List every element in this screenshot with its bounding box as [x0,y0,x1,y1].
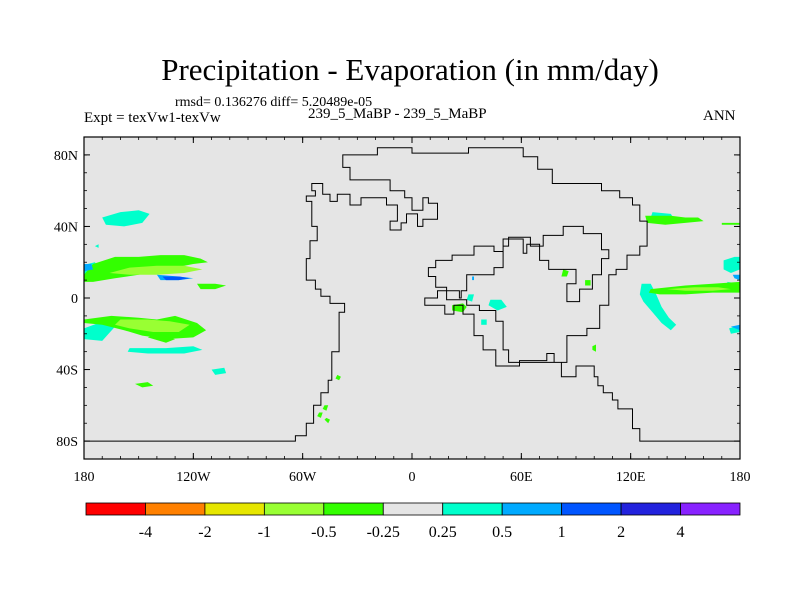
x-tick-label: 120E [616,470,646,485]
y-tick-label: 40S [56,364,78,379]
contour-region-3-2 [732,274,740,281]
colorbar-swatch-0 [85,502,146,516]
contour-region-4-0 [162,276,190,281]
contour-region-0-6 [488,299,507,311]
colorbar: -4 -2 -1 -0.5 -0.25 0.25 0.5 1 2 4 [85,502,741,541]
contour-region-1-12 [317,412,323,418]
season-label: ANN [703,108,736,124]
colorbar-label: 4 [677,524,685,541]
contour-region-0-10 [723,256,740,273]
contour-region-1-11 [324,417,330,424]
x-tick-label: 120W [176,470,211,485]
contour-region-2-2 [667,287,731,291]
contour-region-1-15 [592,344,596,352]
stats-label: rmsd= 0.136276 diff= 5.20489e-05 [175,95,373,110]
colorbar-swatch-1 [145,502,206,516]
contour-region-1-10 [335,374,341,381]
colorbar-swatch-10 [680,502,741,516]
contour-region-1-8 [585,280,591,286]
axis-ticks: 180 120W 60W 0 60E 120E 180 80N 40N 0 40S 80S [54,136,751,485]
contour-region-1-2 [147,333,176,343]
contour-region-3-3 [730,324,740,331]
colorbar-swatch-7 [501,502,563,516]
colorbar-label: 1 [558,524,566,541]
colorbar-swatch-2 [204,502,265,516]
colorbar-swatch-5 [382,502,444,516]
case-label: 239_5_MaBP - 239_5_MaBP [308,106,487,122]
colorbar-swatch-8 [561,502,622,516]
contour-region-1-7 [561,269,569,277]
y-tick-label: 0 [71,292,78,307]
contour-region-2-0 [109,265,203,275]
colorbar-label: 0.5 [492,524,512,541]
contour-region-0-5 [94,244,99,248]
contour-region-0-9 [639,283,677,331]
contour-region-1-5 [645,215,704,225]
y-tick-label: 80S [56,435,78,450]
colorbar-label: 0.25 [429,524,457,541]
contour-region-0-2 [84,323,115,341]
x-tick-label: 180 [74,470,95,485]
contour-region-1-13 [322,405,329,411]
colorbar-label: -4 [139,524,152,541]
colorbar-swatch-3 [263,502,325,516]
colorbar-label: 2 [617,524,625,541]
coastlines [84,147,740,442]
x-tick-label: 0 [409,470,416,485]
chart-title: Precipitation - Evaporation (in mm/day) [161,52,659,87]
colorbar-swatch-4 [323,502,384,516]
coastline-0 [84,147,740,442]
colorbar-label: -0.25 [367,524,400,541]
contour-region-0-4 [211,367,227,375]
contour-region-1-14 [135,382,154,388]
contour-region-2-1 [115,319,190,332]
contour-region-3-4 [472,276,474,281]
experiment-label: Expt = texVw1-texVw [84,110,221,126]
colorbar-label: -0.5 [311,524,336,541]
contour-fills [84,210,740,424]
x-tick-label: 60E [510,470,533,485]
contour-region-0-8 [481,319,487,325]
contour-region-0-3 [127,346,203,354]
y-tick-label: 40N [54,220,78,235]
x-tick-label: 180 [730,470,751,485]
colorbar-swatch-9 [620,502,681,516]
contour-region-0-7 [466,294,474,302]
colorbar-label: -1 [258,524,271,541]
contour-region-0-0 [102,210,150,227]
x-tick-label: 60W [289,470,317,485]
colorbar-label: -2 [198,524,211,541]
plot-area [84,137,740,459]
contour-region-3-0 [84,264,94,272]
y-tick-label: 80N [54,149,78,164]
contour-region-1-6 [721,222,740,225]
colorbar-swatch-6 [442,502,503,516]
contour-region-1-3 [197,283,227,290]
